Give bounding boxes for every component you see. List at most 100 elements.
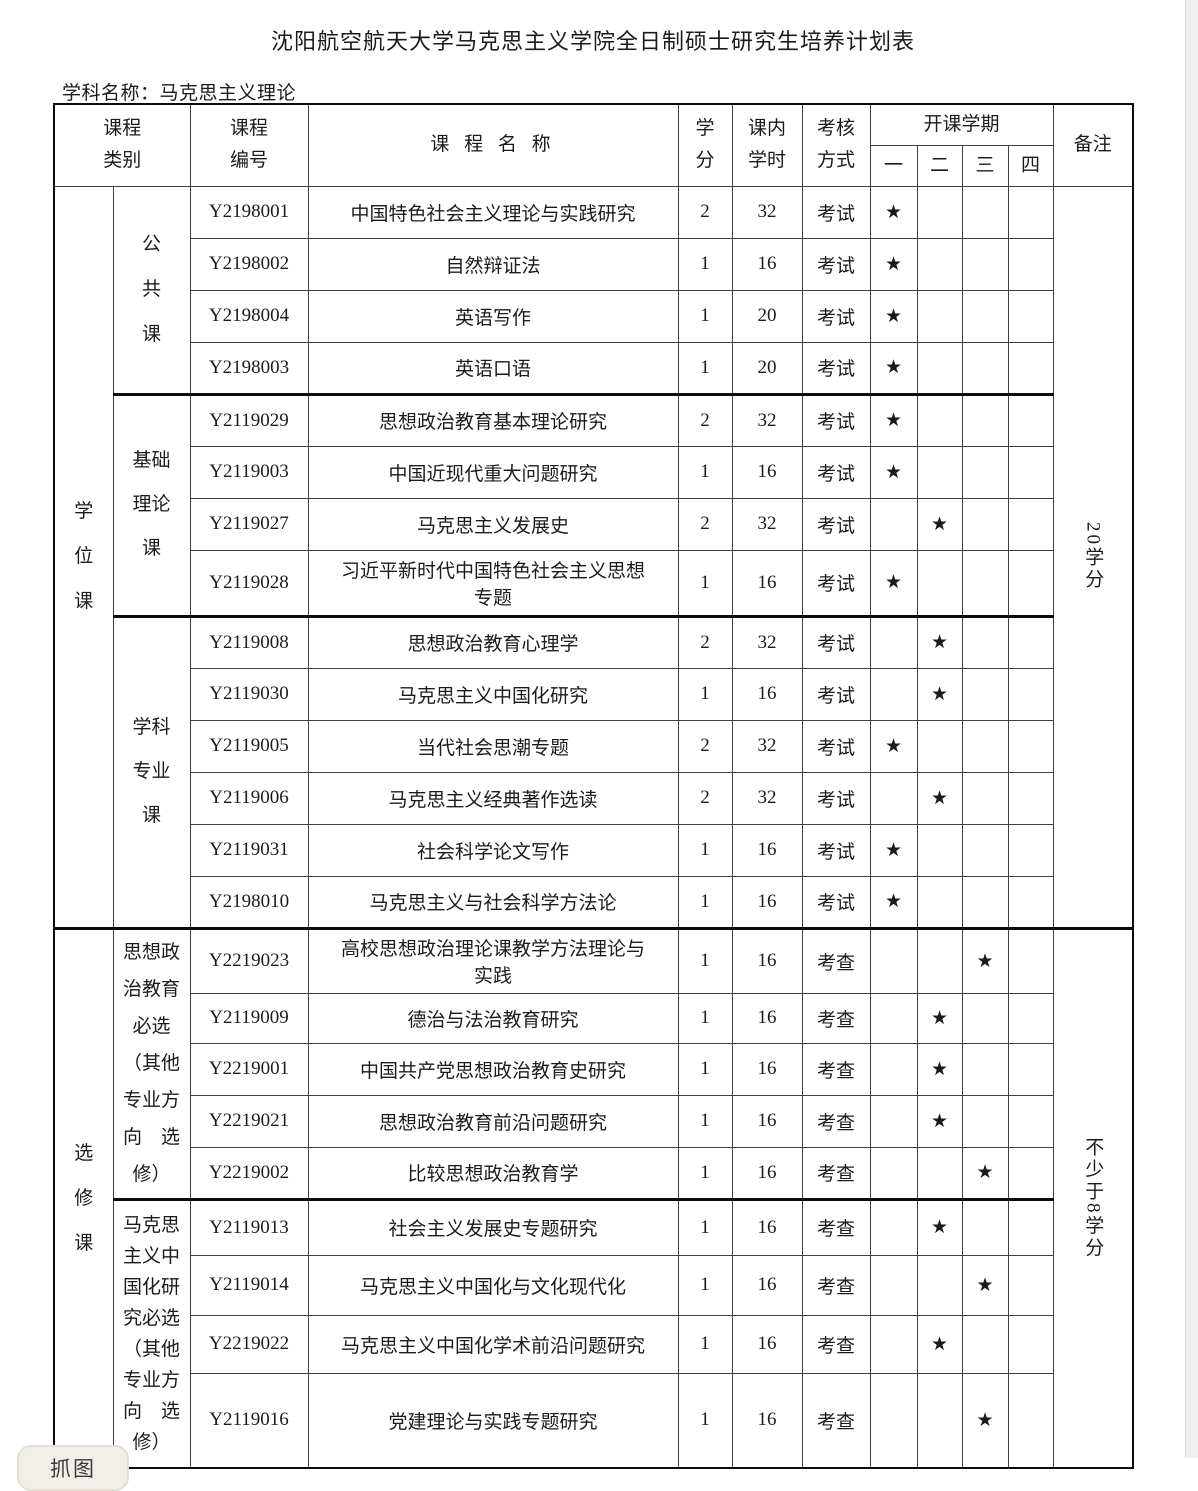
cell-credits: 1 [677,1254,733,1316]
cell-code: Y2119013 [189,1197,309,1256]
semester-1-cell [869,1372,918,1469]
cell-method: 考查 [801,992,871,1044]
cell-course-name: 比较思想政治教育学 [307,1146,679,1200]
cell-hours: 16 [731,1197,803,1256]
header-semester: 开课学期 [869,103,1054,146]
cell-credits: 2 [677,771,733,825]
remark-degree-credits: 20学分 [1052,185,1134,929]
semester-2-cell [916,392,963,447]
cell-hours: 16 [731,237,803,291]
semester-3-cell [961,667,1009,721]
cell-hours: 32 [731,185,803,239]
semester-3-cell: ★ [961,926,1009,994]
cell-course-name: 社会科学论文写作 [307,823,679,877]
semester-3-cell: ★ [961,1254,1009,1316]
cell-course-name: 中国共产党思想政治教育史研究 [307,1042,679,1096]
cell-code: Y2119031 [189,823,309,877]
cell-code: Y2119003 [189,445,309,499]
semester-3-cell [961,875,1009,929]
semester-2-cell [916,237,963,291]
semester-2-cell: ★ [916,497,963,551]
semester-1-cell: ★ [869,289,918,343]
semester-1-cell: ★ [869,341,918,395]
cell-credits: 2 [677,719,733,773]
cell-credits: 1 [677,1094,733,1148]
cell-credits: 1 [677,1314,733,1374]
semester-2-cell [916,926,963,994]
cell-method: 考试 [801,549,871,617]
semester-2-cell [916,1254,963,1316]
cell-course-name: 思想政治教育前沿问题研究 [307,1094,679,1148]
semester-4-cell [1007,926,1054,994]
table-row: Y2119016 党建理论与实践专题研究 1 16 考查 ★ [54,1372,1133,1469]
cell-course-name: 马克思主义中国化与文化现代化 [307,1254,679,1316]
subject-name-line: 学科名称：马克思主义理论 [62,83,297,104]
semester-4-cell [1007,771,1054,825]
semester-3-cell [961,289,1009,343]
cell-credits: 1 [677,445,733,499]
semester-2-cell: ★ [916,667,963,721]
cell-course-name: 思想政治教育心理学 [307,614,679,669]
header-hours: 课内 学时 [731,103,803,187]
cell-course-name: 马克思主义经典著作选读 [307,771,679,825]
group-label-ideological: 思想政 治教育 必选 （其他 专业方 向 选 修） [112,926,191,1200]
scroll-gutter [1185,0,1198,1458]
semester-3-cell [961,1094,1009,1148]
semester-4-cell [1007,1042,1054,1096]
cell-code: Y2119005 [189,719,309,773]
cell-code: Y2119028 [189,549,309,617]
semester-3-cell [961,185,1009,239]
cell-hours: 32 [731,719,803,773]
cell-hours: 32 [731,614,803,669]
semester-1-cell [869,667,918,721]
table-row: Y2198003 英语口语 1 20 考试 ★ [54,341,1133,395]
semester-4-cell [1007,1372,1054,1469]
cell-method: 考查 [801,1197,871,1256]
header-sem-3: 三 [961,144,1009,187]
cell-credits: 2 [677,392,733,447]
cell-course-name: 社会主义发展史专题研究 [307,1197,679,1256]
cell-code: Y2119027 [189,497,309,551]
semester-1-cell [869,926,918,994]
cell-hours: 16 [731,1372,803,1469]
cell-hours: 16 [731,1254,803,1316]
cell-method: 考试 [801,719,871,773]
section-label-degree: 学 位 课 [53,185,114,929]
semester-4-cell [1007,614,1054,669]
cell-method: 考试 [801,771,871,825]
table-row: Y2198002 自然辩证法 1 16 考试 ★ [54,237,1133,291]
cell-code: Y2198003 [189,341,309,395]
table-row: Y2119027 马克思主义发展史 2 32 考试 ★ [54,497,1133,551]
semester-3-cell [961,992,1009,1044]
header-method: 考核 方式 [801,103,871,187]
cell-code: Y2219022 [189,1314,309,1374]
table-row: Y2219002 比较思想政治教育学 1 16 考查 ★ [54,1146,1133,1200]
semester-1-cell [869,771,918,825]
cell-hours: 16 [731,823,803,877]
table-row: Y2198010 马克思主义与社会科学方法论 1 16 考试 ★ [54,875,1133,929]
cell-method: 考试 [801,237,871,291]
cell-hours: 16 [731,549,803,617]
header-credits: 学 分 [677,103,733,187]
capture-button[interactable]: 抓图 [17,1445,129,1491]
header-course-name: 课 程 名 称 [307,103,679,187]
semester-3-cell [961,549,1009,617]
cell-method: 考试 [801,497,871,551]
cell-hours: 32 [731,771,803,825]
cell-code: Y2198004 [189,289,309,343]
cell-hours: 32 [731,497,803,551]
semester-1-cell [869,497,918,551]
group-label-discipline: 学科 专业 课 [112,614,191,929]
semester-2-cell: ★ [916,1042,963,1096]
cell-course-name: 中国特色社会主义理论与实践研究 [307,185,679,239]
table-row: 基础 理论 课 Y2119029 思想政治教育基本理论研究 2 32 考试 ★ [54,392,1133,617]
semester-2-cell [916,1146,963,1200]
cell-hours: 16 [731,667,803,721]
cell-hours: 16 [731,992,803,1044]
semester-3-cell [961,445,1009,499]
header-sem-4: 四 [1007,144,1054,187]
semester-3-cell: ★ [961,1146,1009,1200]
cell-course-name: 英语口语 [307,341,679,395]
cell-code: Y2219002 [189,1146,309,1200]
table-row: Y2219021 思想政治教育前沿问题研究 1 16 考查 ★ [54,1094,1133,1148]
